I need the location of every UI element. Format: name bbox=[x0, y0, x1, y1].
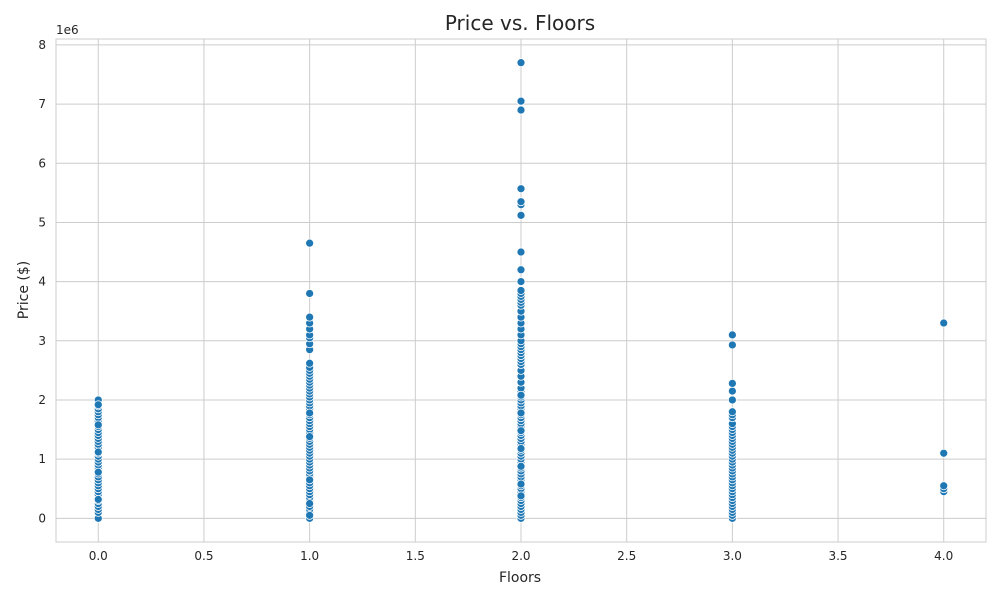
scatter-point bbox=[93, 420, 103, 430]
scatter-point bbox=[93, 447, 103, 457]
scatter-point bbox=[516, 184, 526, 194]
scatter-point bbox=[516, 408, 526, 418]
scatter-point bbox=[727, 379, 737, 388]
scatter-point bbox=[305, 358, 315, 368]
scatter-point bbox=[516, 444, 526, 453]
scatter-point bbox=[305, 408, 315, 418]
y-tick-label: 1 bbox=[38, 452, 46, 466]
scatter-point bbox=[516, 96, 526, 106]
scatter-point bbox=[939, 318, 949, 328]
scatter-point bbox=[516, 58, 526, 68]
scatter-point bbox=[516, 286, 526, 295]
scatter-point bbox=[516, 426, 526, 436]
y-tick-label: 0 bbox=[38, 511, 46, 525]
x-tick-label: 0.5 bbox=[194, 549, 213, 563]
scatter-point bbox=[93, 467, 103, 477]
scatter-point bbox=[305, 475, 315, 485]
x-tick-label: 2.0 bbox=[511, 549, 530, 563]
scatter-point bbox=[305, 499, 315, 508]
scatter-point bbox=[93, 495, 103, 504]
scatter-point bbox=[727, 340, 737, 350]
scatter-point bbox=[305, 238, 315, 248]
y-tick-label: 4 bbox=[38, 275, 46, 289]
scatter-point bbox=[305, 312, 315, 322]
y-tick-label: 7 bbox=[38, 97, 46, 111]
y-tick-label: 5 bbox=[38, 215, 46, 229]
scatter-point bbox=[516, 210, 526, 220]
scatter-point bbox=[516, 105, 526, 115]
x-tick-label: 1.5 bbox=[406, 549, 425, 563]
data-points bbox=[93, 58, 949, 523]
scatter-point bbox=[939, 448, 949, 458]
x-tick-label: 1.0 bbox=[300, 549, 319, 563]
scatter-point bbox=[939, 481, 949, 491]
chart-title: Price vs. Floors bbox=[445, 11, 595, 35]
scatter-point bbox=[516, 491, 526, 501]
scatter-point bbox=[516, 265, 526, 275]
y-tick-label: 6 bbox=[38, 156, 46, 170]
scatter-point bbox=[727, 407, 737, 417]
y-tick-label: 8 bbox=[38, 38, 46, 52]
scatter-point bbox=[516, 197, 526, 207]
x-tick-labels: 0.0 0.5 1.0 1.5 2.0 2.5 3.0 3.5 4.0 bbox=[89, 549, 954, 563]
y-tick-labels: 0 1 2 3 4 5 6 7 8 bbox=[38, 38, 46, 525]
scatter-point bbox=[305, 432, 315, 442]
scatter-point bbox=[516, 390, 526, 400]
x-tick-label: 0.0 bbox=[89, 549, 108, 563]
scatter-point bbox=[727, 395, 737, 405]
scatter-point bbox=[305, 510, 315, 520]
scatter-point bbox=[516, 247, 526, 257]
scatter-point bbox=[93, 400, 103, 410]
scatter-point bbox=[516, 461, 526, 471]
x-tick-label: 3.5 bbox=[828, 549, 847, 563]
scatter-point bbox=[516, 277, 526, 286]
y-tick-label: 2 bbox=[38, 393, 46, 407]
y-offset-label: 1e6 bbox=[56, 23, 79, 37]
scatter-point bbox=[516, 479, 526, 489]
y-tick-label: 3 bbox=[38, 334, 46, 348]
x-axis-label: Floors bbox=[499, 570, 541, 586]
x-tick-label: 4.0 bbox=[934, 549, 953, 563]
scatter-point bbox=[727, 386, 737, 396]
y-axis-label: Price ($) bbox=[16, 261, 32, 319]
x-tick-label: 2.5 bbox=[617, 549, 636, 563]
x-tick-label: 3.0 bbox=[723, 549, 742, 563]
scatter-point bbox=[727, 330, 737, 340]
scatter-point bbox=[305, 289, 315, 298]
